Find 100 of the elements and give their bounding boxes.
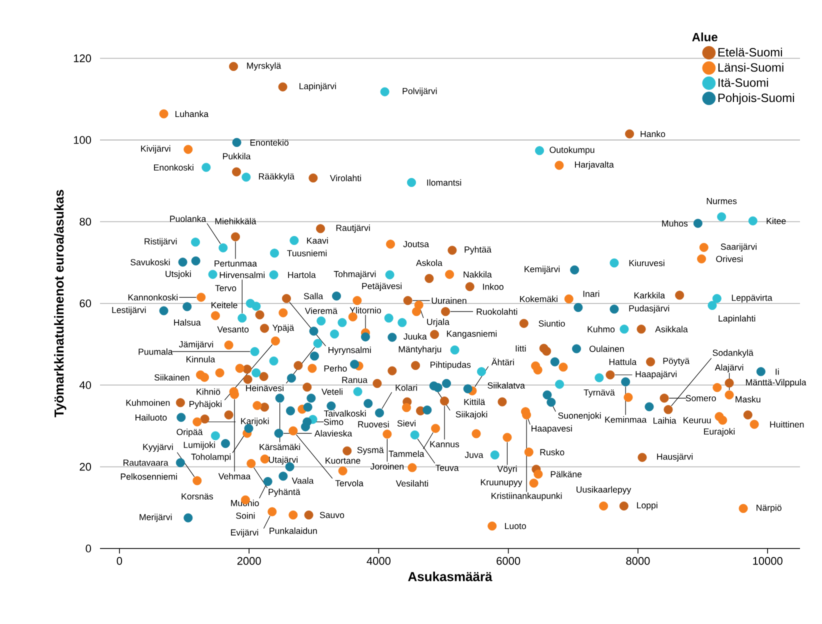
annotation: Heinävesi bbox=[246, 384, 284, 392]
point bbox=[433, 383, 442, 392]
point bbox=[411, 360, 420, 370]
annotation: Vöyri bbox=[497, 465, 517, 474]
annotation: Uurainen bbox=[432, 297, 466, 304]
point bbox=[278, 82, 288, 92]
annotation: Vesilahti bbox=[396, 480, 428, 487]
annotation: Tohmajärvi bbox=[334, 270, 376, 279]
point bbox=[316, 316, 326, 326]
point bbox=[610, 304, 619, 314]
point bbox=[202, 162, 211, 172]
point bbox=[660, 394, 669, 403]
point bbox=[440, 396, 449, 406]
point bbox=[430, 330, 440, 339]
point bbox=[717, 212, 726, 222]
point bbox=[385, 270, 394, 280]
annotation: Alajärvi bbox=[714, 364, 744, 372]
annotation: Kuortane bbox=[326, 458, 360, 464]
annotation: Sodankylä bbox=[712, 349, 754, 358]
point bbox=[330, 330, 340, 339]
annotation: Karijoki bbox=[241, 418, 269, 426]
annotation: Siikainen bbox=[154, 374, 190, 381]
point bbox=[465, 282, 474, 292]
annotation: Siuntio bbox=[538, 320, 565, 327]
point bbox=[535, 146, 544, 156]
annotation: Siikalatva bbox=[488, 382, 525, 389]
annotation: Kannus bbox=[430, 441, 460, 448]
annotation: Keminmaa bbox=[605, 416, 647, 423]
point bbox=[384, 314, 394, 323]
annotation: Joroinen bbox=[370, 463, 404, 470]
annotation: Tervola bbox=[335, 480, 364, 486]
annotation: Hirvensalmi bbox=[220, 272, 265, 278]
point bbox=[619, 502, 628, 511]
point bbox=[542, 346, 552, 356]
point bbox=[252, 302, 261, 311]
annotation: Evijärvi bbox=[231, 529, 258, 538]
annotation: Pelkosenniemi bbox=[120, 473, 177, 480]
annotation: Vehmaa bbox=[218, 472, 251, 480]
point bbox=[712, 294, 722, 303]
annotation: Askola bbox=[416, 260, 442, 266]
annotation: Sauvo bbox=[320, 512, 344, 518]
annotation: Punkalaidun bbox=[270, 527, 317, 534]
annotation: Siikajoki bbox=[456, 410, 488, 420]
annotation: Rääkkylä bbox=[258, 173, 294, 182]
point bbox=[743, 410, 752, 420]
annotation: Puolanka bbox=[170, 215, 206, 222]
annotation: Masku bbox=[736, 396, 760, 402]
annotation: Hyrynsalmi bbox=[328, 346, 371, 355]
point bbox=[176, 398, 185, 408]
annotation: Taivalkoski bbox=[324, 410, 366, 417]
annotation: Oulainen bbox=[590, 346, 624, 352]
annotation: Pihtipudas bbox=[430, 361, 471, 370]
point bbox=[342, 446, 352, 456]
point bbox=[519, 318, 528, 328]
point bbox=[572, 344, 582, 354]
annotation: Ilomantsi bbox=[427, 179, 462, 186]
annotation: Keuruu bbox=[684, 417, 711, 424]
y-tick-label: 40 bbox=[79, 381, 92, 389]
annotation: Keitele bbox=[212, 302, 238, 308]
point bbox=[176, 412, 186, 422]
annotation: Haapavesi bbox=[532, 425, 572, 434]
point bbox=[374, 408, 384, 418]
point bbox=[693, 218, 702, 228]
annotation: Ypäjä bbox=[272, 324, 294, 333]
annotation: Alavieska bbox=[314, 430, 352, 437]
point bbox=[422, 406, 432, 415]
point bbox=[638, 452, 647, 462]
legend-label: Länsi-Suomi bbox=[718, 62, 784, 72]
point bbox=[159, 306, 168, 316]
point bbox=[450, 345, 460, 354]
point bbox=[300, 422, 310, 432]
x-tick-label: 8000 bbox=[626, 557, 650, 565]
annotation: Pyhtää bbox=[464, 246, 492, 254]
annotation: Ähtäri bbox=[491, 358, 514, 366]
point bbox=[498, 397, 507, 406]
annotation: Rautjärvi bbox=[336, 224, 370, 233]
annotation: Lumijoki bbox=[184, 442, 215, 450]
point bbox=[278, 472, 288, 481]
point bbox=[372, 378, 382, 388]
annotation: Mänttä-Vilppula bbox=[746, 378, 806, 388]
annotation: Enonkoski bbox=[154, 164, 194, 171]
annotation: Polvijärvi bbox=[402, 88, 437, 96]
point bbox=[364, 398, 373, 408]
annotation: Vieremä bbox=[304, 308, 338, 314]
point bbox=[332, 292, 342, 301]
annotation: Tuusniemi bbox=[287, 250, 327, 256]
point bbox=[442, 378, 452, 388]
x-tick-label: 4000 bbox=[366, 557, 390, 565]
y-tick-label: 100 bbox=[74, 136, 92, 144]
annotation: Lapinlahti bbox=[718, 315, 756, 324]
annotation: Haapajärvi bbox=[636, 370, 677, 379]
annotation: Ruokolahti bbox=[476, 308, 518, 315]
annotation: Pöytyä bbox=[663, 358, 690, 366]
annotation: Teuva bbox=[435, 464, 459, 471]
point bbox=[260, 324, 269, 333]
x-tick-label: 10000 bbox=[753, 557, 782, 565]
point bbox=[646, 357, 656, 366]
annotation: Kristiinankaupunki bbox=[492, 492, 562, 501]
point bbox=[316, 224, 326, 234]
point bbox=[490, 450, 500, 460]
